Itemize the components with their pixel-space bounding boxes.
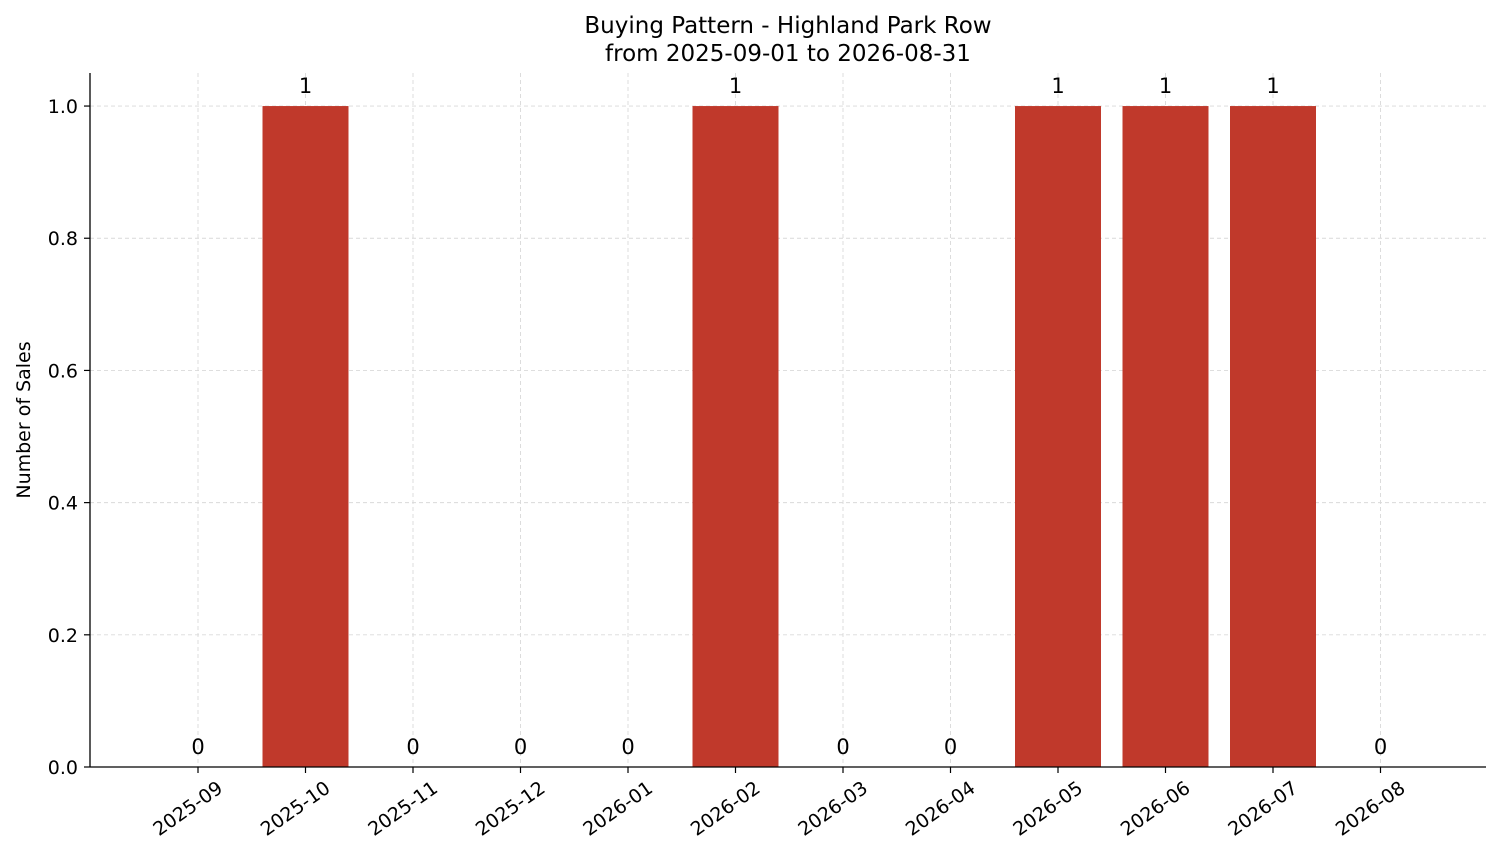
data-label-2026-08: 0	[1374, 735, 1387, 759]
x-tick-label: 2026-08	[1332, 777, 1410, 841]
data-label-2026-02: 1	[729, 74, 742, 98]
y-tick-label: 0.2	[48, 625, 78, 647]
axes	[89, 73, 1486, 768]
x-tick-label: 2026-04	[902, 777, 980, 841]
y-tick-label: 0.4	[48, 493, 78, 515]
y-tick-label: 0.8	[48, 228, 78, 250]
x-tick-label: 2026-01	[579, 777, 657, 841]
data-label-2025-09: 0	[191, 735, 204, 759]
data-label-2026-04: 0	[944, 735, 957, 759]
y-tick-label: 0.0	[48, 757, 78, 779]
y-axis-label: Number of Sales	[13, 341, 35, 498]
data-label-2026-05: 1	[1051, 74, 1064, 98]
data-label-2026-01: 0	[621, 735, 634, 759]
y-tick-label: 1.0	[48, 96, 78, 118]
x-tick-label: 2025-12	[472, 777, 550, 841]
data-labels: 0 1 0 0 0 1 0 0 1 1 1 0	[191, 74, 1387, 759]
x-tick-label: 2025-09	[149, 777, 227, 841]
data-label-2025-11: 0	[406, 735, 419, 759]
x-tick-label: 2026-03	[794, 777, 872, 841]
x-tick-label: 2025-11	[364, 777, 442, 841]
x-tick-label: 2025-10	[257, 777, 335, 841]
bar-2025-10	[262, 106, 349, 768]
bar-2026-07	[1230, 106, 1316, 768]
data-label-2026-03: 0	[836, 735, 849, 759]
bar-2026-02	[692, 106, 779, 768]
data-label-2026-07: 1	[1266, 74, 1279, 98]
chart-title: Buying Pattern - Highland Park Row	[584, 13, 991, 39]
x-tick-label: 2026-07	[1224, 777, 1302, 841]
data-label-2025-10: 1	[299, 74, 312, 98]
bar-2026-05	[1015, 106, 1101, 768]
x-tick-label: 2026-06	[1117, 777, 1195, 841]
y-tick-label: 0.6	[48, 360, 78, 382]
bars	[262, 106, 1316, 768]
chart-subtitle: from 2025-09-01 to 2026-08-31	[605, 41, 971, 67]
x-tick-label: 2026-05	[1009, 777, 1087, 841]
data-label-2026-06: 1	[1159, 74, 1172, 98]
data-label-2025-12: 0	[514, 735, 527, 759]
bar-2026-06	[1122, 106, 1209, 768]
x-tick-label: 2026-02	[687, 777, 765, 841]
